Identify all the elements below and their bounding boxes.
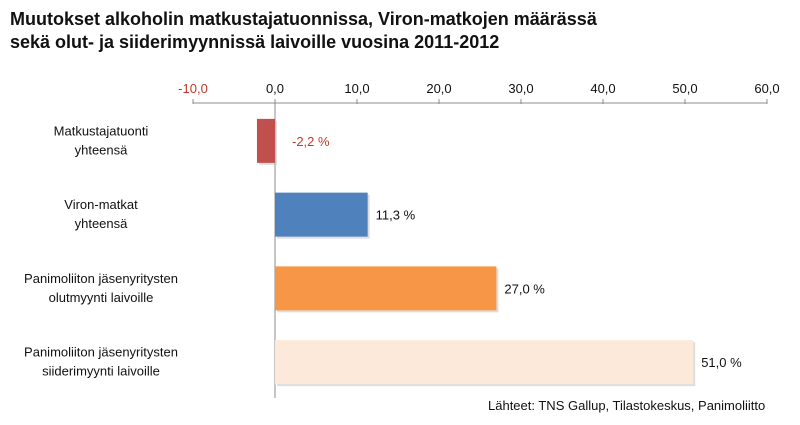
category-label: olutmyynti laivoille: [49, 290, 154, 305]
category-label: yhteensä: [75, 142, 129, 157]
data-label: 51,0 %: [701, 355, 742, 370]
source-note: Lähteet: TNS Gallup, Tilastokeskus, Pani…: [488, 398, 766, 413]
x-tick-label: -10,0: [178, 81, 208, 96]
category-label: yhteensä: [75, 216, 129, 231]
x-tick-label: 0,0: [266, 81, 284, 96]
data-labels: -2,2 % 11,3 % 27,0 % 51,0 %: [292, 134, 742, 370]
x-tick-label: 10,0: [344, 81, 369, 96]
x-tick-label: 50,0: [672, 81, 697, 96]
data-label: 27,0 %: [504, 281, 545, 296]
category-label: Panimoliiton jäsenyritysten: [24, 271, 178, 286]
chart-title: Muutokset alkoholin matkustajatuonnissa,…: [10, 8, 710, 54]
x-tick-label: 40,0: [590, 81, 615, 96]
category-label: siiderimyynti laivoille: [42, 364, 160, 379]
x-tick-label: 60,0: [754, 81, 779, 96]
chart-title-line-1: Muutokset alkoholin matkustajatuonnissa,…: [10, 9, 597, 29]
bars: [256, 118, 696, 387]
x-tick-label: 20,0: [426, 81, 451, 96]
data-label: -2,2 %: [292, 134, 330, 149]
category-labels: Matkustajatuonti yhteensä Viron-matkat yhte…: [24, 123, 178, 378]
x-tick-label: 30,0: [508, 81, 533, 96]
data-label: 11,3 %: [376, 208, 416, 223]
category-label: Viron-matkat: [64, 197, 138, 212]
category-label: Matkustajatuonti: [54, 123, 149, 138]
bar: [275, 192, 368, 237]
category-label: Panimoliiton jäsenyritysten: [24, 345, 178, 360]
bar: [256, 118, 275, 163]
chart-title-line-2: sekä olut- ja siiderimyynnissä laivoille…: [10, 32, 500, 52]
bar: [275, 340, 694, 385]
bar: [275, 266, 497, 311]
